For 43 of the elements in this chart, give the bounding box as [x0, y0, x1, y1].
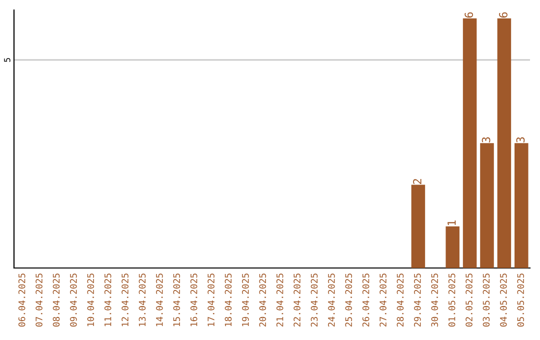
x-tick-label: 25.04.2025	[345, 274, 352, 327]
x-tick-label: 20.04.2025	[259, 274, 266, 327]
data-label: 3	[482, 137, 490, 142]
data-label: 6	[464, 12, 474, 18]
x-tick-label: 21.04.2025	[276, 274, 284, 327]
x-tick-label: 07.04.2025	[36, 274, 42, 327]
x-tick-label: 08.04.2025	[52, 274, 60, 327]
bar	[497, 18, 512, 268]
bar	[462, 18, 477, 268]
x-tick-label: 23.04.2025	[310, 274, 318, 327]
x-tick-label: 15.04.2025	[173, 274, 180, 326]
data-label: 6	[499, 12, 508, 18]
bar	[411, 184, 426, 268]
x-tick-label: 13.04.2025	[138, 274, 146, 326]
bar	[480, 143, 494, 268]
x-tick-label: 18.04.2025	[224, 274, 232, 326]
x-tick-label: 28.04.2025	[396, 274, 404, 327]
bar	[446, 226, 460, 268]
x-tick-label: 14.04.2025	[156, 274, 163, 326]
data-label: 3	[516, 137, 525, 142]
x-tick-label: 27.04.2025	[380, 274, 386, 327]
x-tick-label: 09.04.2025	[70, 274, 77, 327]
x-tick-label: 12.04.2025	[122, 274, 128, 326]
x-tick-label: 10.04.2025	[87, 274, 94, 326]
x-tick-label: 11.04.2025	[104, 274, 112, 326]
x-tick-label: 17.04.2025	[208, 274, 214, 326]
x-tick-label: 06.04.2025	[18, 274, 26, 327]
x-tick-label: 30.04.2025	[431, 274, 438, 327]
x-tick-label: 04.05.2025	[500, 274, 507, 327]
ref-line-label: 5	[4, 58, 10, 62]
x-tick-label: 05.05.2025	[517, 274, 524, 327]
x-tick-label: 19.04.2025	[242, 274, 249, 326]
x-tick-label: 26.04.2025	[362, 274, 370, 327]
x-tick-label: 02.05.2025	[466, 274, 472, 327]
x-tick-label: 24.04.2025	[328, 274, 335, 327]
data-label: 1	[448, 220, 456, 226]
x-tick-label: 03.05.2025	[482, 274, 490, 327]
x-tick-label: 16.04.2025	[190, 274, 198, 326]
x-tick-label: 29.04.2025	[414, 274, 421, 327]
x-tick-label: 22.04.2025	[294, 274, 300, 327]
data-label: 2	[413, 179, 422, 184]
x-tick-label: 01.05.2025	[448, 274, 456, 327]
bar	[514, 143, 528, 268]
